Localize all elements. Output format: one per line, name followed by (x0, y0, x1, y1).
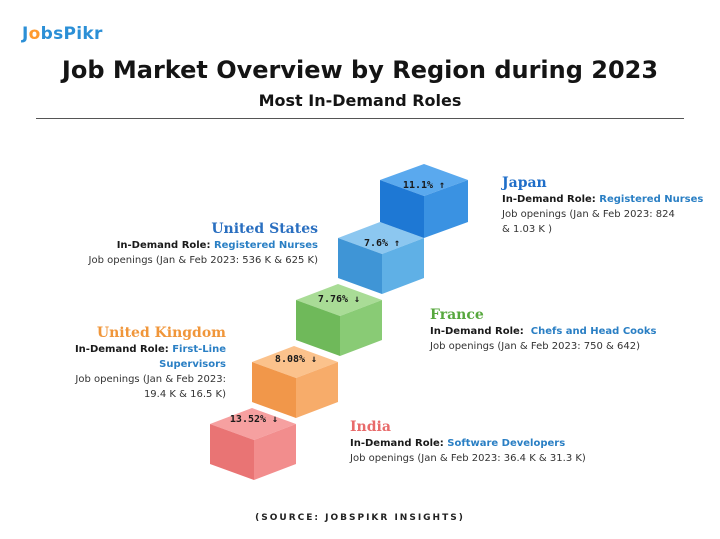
japan-change: 11.1% ↑ (403, 180, 445, 191)
label-us: United States In-Demand Role: Registered… (60, 220, 318, 268)
role-india: Software Developers (447, 438, 566, 449)
title-divider (36, 118, 684, 119)
page-title: Job Market Overview by Region during 202… (61, 56, 659, 84)
label-france: France In-Demand Role: Chefs and Head Co… (430, 306, 712, 354)
openings-france-1: Job openings (Jan & Feb 2023: 750 & 642) (430, 341, 640, 352)
role-uk: First-Line Supervisors (159, 344, 226, 370)
cube-us: 7.6% ↑ (338, 222, 424, 294)
cube-japan: 11.1% ↑ (380, 164, 468, 238)
page-subtitle: Most In-Demand Roles (258, 91, 462, 110)
openings-japan-2: & 1.03 K ) (502, 224, 553, 235)
uk-change: 8.08% ↓ (275, 354, 317, 365)
label-uk: United Kingdom In-Demand Role: First-Lin… (8, 324, 226, 402)
role-label-us: In-Demand Role: (116, 240, 211, 251)
label-india: India In-Demand Role: Software Developer… (350, 418, 650, 466)
region-name-france: France (430, 307, 484, 323)
india-change: 13.52% ↓ (230, 414, 278, 425)
region-name-japan: Japan (502, 175, 547, 191)
openings-us-1: Job openings (Jan & Feb 2023: 536 K & 62… (88, 255, 318, 266)
role-japan: Registered Nurses (599, 194, 704, 205)
role-label-france: In-Demand Role: (430, 326, 524, 337)
region-name-us: United States (211, 221, 318, 237)
role-us: Registered Nurses (213, 240, 318, 251)
france-change: 7.76% ↓ (318, 294, 360, 305)
cube-uk: 8.08% ↓ (252, 346, 338, 418)
us-change: 7.6% ↑ (364, 238, 400, 249)
role-label-japan: In-Demand Role: (502, 194, 596, 205)
role-france: Chefs and Head Cooks (530, 326, 657, 337)
openings-india-1: Job openings (Jan & Feb 2023: 36.4 K & 3… (350, 453, 586, 464)
region-name-india: India (350, 419, 391, 435)
openings-uk-1: Job openings (Jan & Feb 2023: (75, 374, 226, 385)
source-note: (SOURCE: JOBSPIKR INSIGHTS) (255, 513, 465, 523)
cube-france: 7.76% ↓ (296, 284, 382, 356)
openings-uk-2: 19.4 K & 16.5 K) (143, 389, 226, 400)
jobspikr-logo: JobsPikr (22, 24, 103, 44)
role-label-india: In-Demand Role: (350, 438, 444, 449)
region-name-uk: United Kingdom (96, 325, 226, 341)
label-japan: Japan In-Demand Role: Registered Nurses … (502, 174, 712, 237)
role-label-uk: In-Demand Role: (74, 344, 169, 355)
openings-japan-1: Job openings (Jan & Feb 2023: 824 (502, 209, 675, 220)
cube-india: 13.52% ↓ (210, 408, 296, 480)
